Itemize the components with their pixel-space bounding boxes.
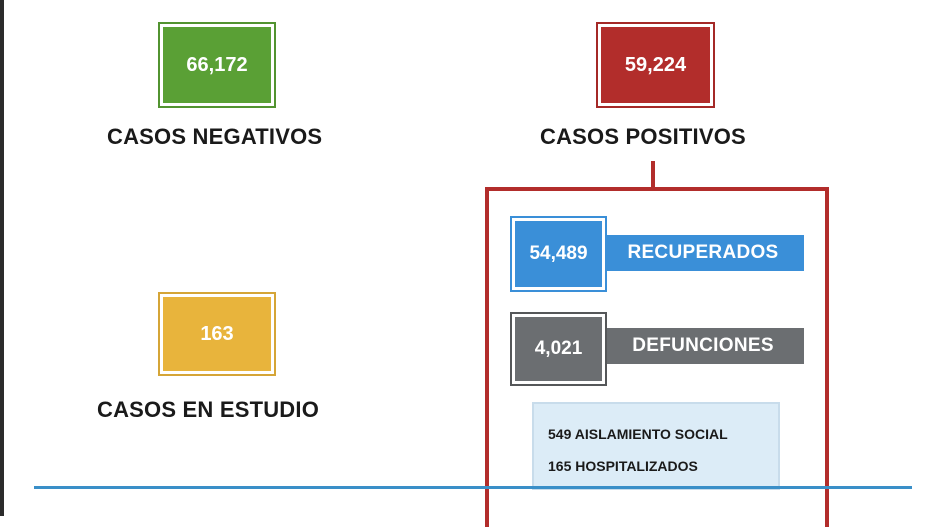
recovered-label-bar: RECUPERADOS — [602, 235, 804, 271]
positive-cases-label: CASOS POSITIVOS — [540, 124, 746, 149]
recovered-label: RECUPERADOS — [627, 242, 779, 263]
deaths-label: DEFUNCIONES — [632, 335, 774, 356]
social-isolation-row: 549 AISLAMIENTO SOCIAL — [548, 426, 728, 442]
negative-cases-label: CASOS NEGATIVOS — [107, 124, 323, 149]
status-detail-box: 549 AISLAMIENTO SOCIAL 165 HOSPITALIZADO… — [532, 402, 780, 490]
cases-under-study-value: 163 — [158, 292, 276, 376]
deaths-value: 4,021 — [512, 314, 605, 384]
positive-cases-value: 59,224 — [596, 22, 715, 108]
hospitalized-row: 165 HOSPITALIZADOS — [548, 458, 698, 474]
left-edge-rule — [0, 0, 4, 516]
deaths-label-bar: DEFUNCIONES — [602, 328, 804, 364]
negative-cases-value: 66,172 — [158, 22, 276, 108]
recovered-value: 54,489 — [512, 218, 605, 290]
positive-connector-line — [651, 161, 655, 189]
bottom-divider — [34, 486, 912, 489]
cases-under-study-label: CASOS EN ESTUDIO — [97, 397, 320, 422]
positive-breakdown-frame — [485, 187, 829, 527]
